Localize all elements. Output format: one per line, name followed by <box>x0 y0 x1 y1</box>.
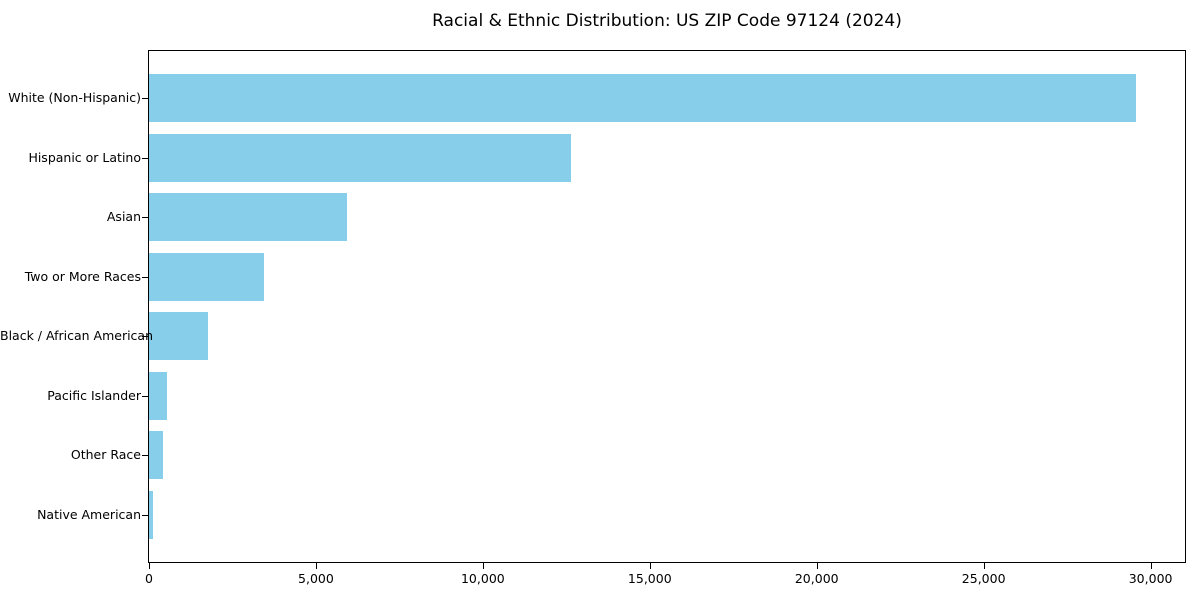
bar <box>149 312 209 360</box>
y-tick-mark <box>142 336 148 337</box>
x-tick-mark <box>149 563 150 569</box>
x-tick-label: 30,000 <box>1128 571 1173 586</box>
x-tick-label: 5,000 <box>298 571 334 586</box>
bar <box>149 490 153 539</box>
bar <box>149 252 264 301</box>
y-tick-label: White (Non-Hispanic) <box>8 90 141 105</box>
x-tick-label: 10,000 <box>460 571 505 586</box>
y-tick-mark <box>142 395 148 397</box>
y-tick-label: Other Race <box>70 447 141 462</box>
bar <box>149 133 571 182</box>
x-tick-label: 0 <box>145 571 153 586</box>
y-tick-label: Two or More Races <box>24 268 141 284</box>
y-tick-mark <box>142 217 148 218</box>
bar <box>149 371 168 420</box>
plot-area <box>148 50 1186 563</box>
y-tick-mark <box>142 157 148 159</box>
x-tick-mark <box>983 563 985 569</box>
y-tick-label: Black / African American <box>0 328 154 343</box>
x-tick-mark <box>649 563 651 569</box>
y-tick-mark <box>142 98 148 99</box>
y-tick-label: Native American <box>37 506 141 522</box>
y-tick-mark <box>142 276 148 278</box>
x-tick-label: 15,000 <box>627 571 672 586</box>
chart-title: Racial & Ethnic Distribution: US ZIP Cod… <box>432 11 902 31</box>
bar <box>149 431 164 479</box>
y-tick-label: Pacific Islander <box>47 387 141 403</box>
y-tick-label: Asian <box>106 209 141 224</box>
bar <box>149 74 1136 122</box>
y-tick-mark <box>142 514 148 516</box>
y-tick-label: Hispanic or Latino <box>28 149 141 165</box>
y-tick-mark <box>142 455 148 456</box>
x-tick-label: 25,000 <box>961 571 1006 586</box>
x-tick-mark <box>1150 563 1152 569</box>
bar <box>149 193 347 241</box>
x-tick-label: 20,000 <box>794 571 839 586</box>
x-tick-mark <box>816 563 818 569</box>
x-tick-mark <box>315 563 317 569</box>
x-tick-mark <box>482 563 484 569</box>
